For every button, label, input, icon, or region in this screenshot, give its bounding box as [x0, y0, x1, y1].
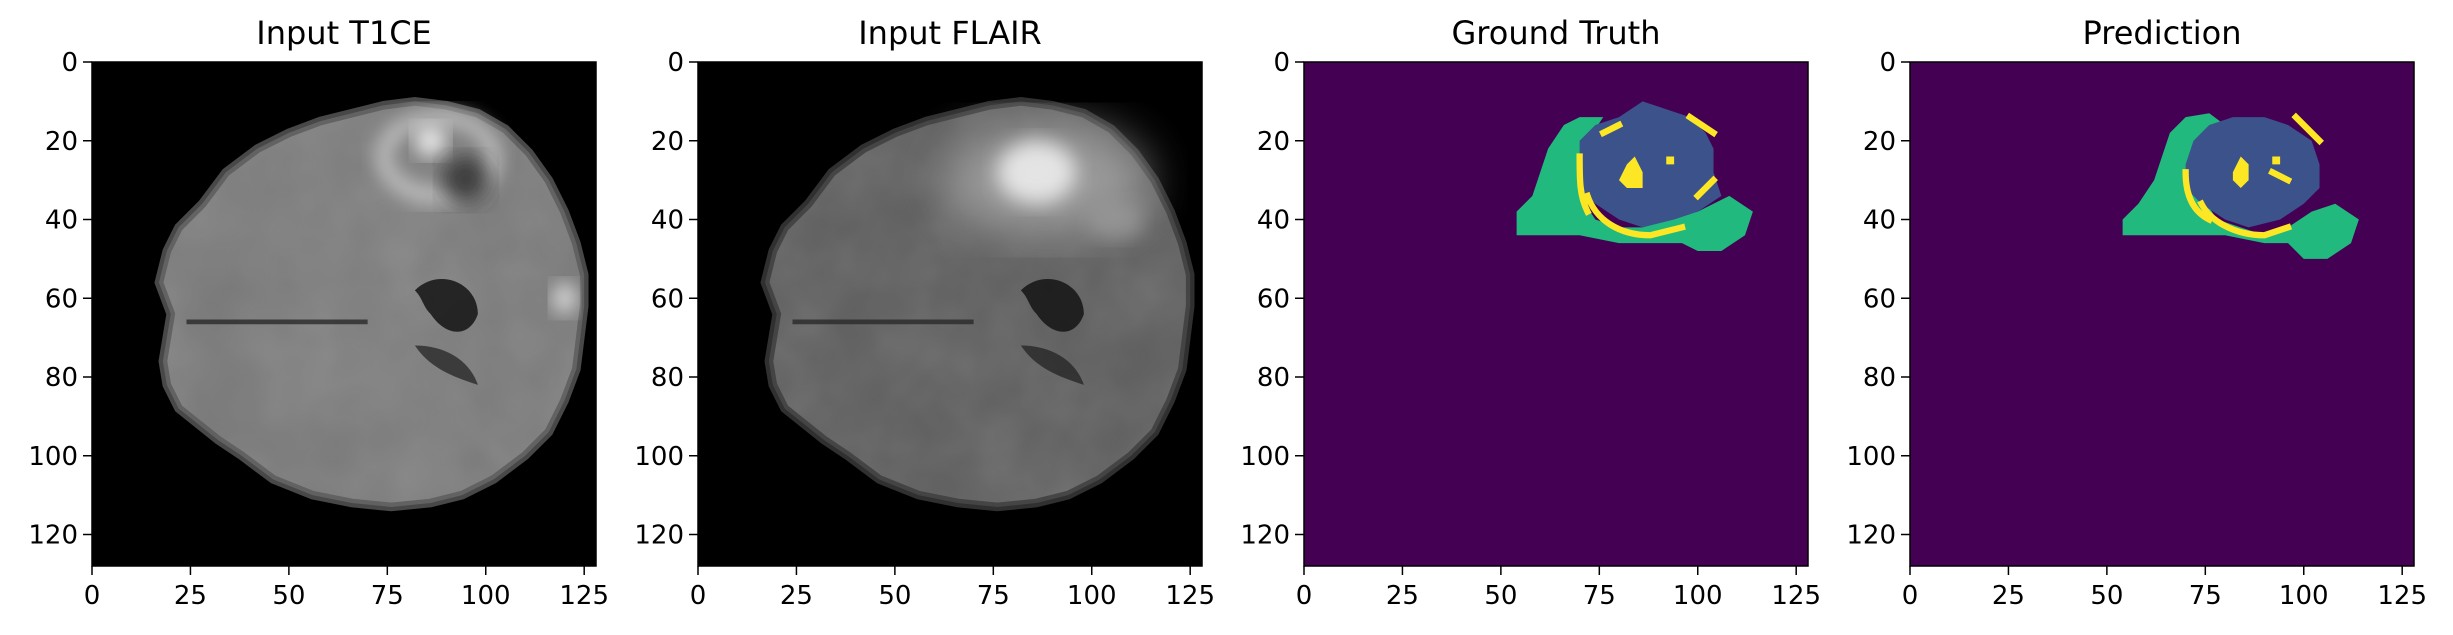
x-tick-label: 25 — [780, 581, 813, 611]
panel-t1ce: Input T1CE 0 25 50 75 100 125 0 20 40 60 80 100 120 — [28, 14, 609, 611]
y-tick-label: 0 — [61, 48, 78, 78]
y-tick-label: 20 — [45, 127, 78, 157]
enhancing-core — [1619, 156, 1643, 188]
enhancing-rim — [2182, 112, 2324, 239]
y-tick-label: 60 — [1863, 284, 1896, 314]
edema-lobe — [1087, 199, 1143, 240]
y-tick-label: 100 — [1240, 442, 1290, 472]
x-tick-label: 0 — [1902, 581, 1919, 611]
ventricle — [414, 279, 478, 332]
axes-frame — [1909, 61, 2415, 567]
x-tick-label: 125 — [1165, 581, 1215, 611]
panel-flair: Input FLAIR 0 25 50 75 100 125 0 20 40 60 80 100 120 — [634, 14, 1215, 611]
panel-title: Input T1CE — [256, 14, 432, 52]
panel-image — [1910, 62, 2414, 566]
axes-frame — [1303, 61, 1809, 567]
x-tick-label: 0 — [690, 581, 707, 611]
y-tick-label: 40 — [1863, 206, 1896, 236]
y-tick-label: 120 — [28, 521, 78, 551]
x-tick-label: 25 — [1386, 581, 1419, 611]
y-tick-label: 80 — [45, 363, 78, 393]
x-tick-label: 0 — [1296, 581, 1313, 611]
panel-title: Ground Truth — [1452, 14, 1661, 52]
y-tick-label: 0 — [667, 48, 684, 78]
panel-image — [1304, 62, 1808, 566]
edema-region — [2122, 113, 2359, 259]
x-tick-label: 50 — [2090, 581, 2123, 611]
x-tick-label: 125 — [2377, 581, 2427, 611]
y-tick-label: 120 — [634, 521, 684, 551]
y-tick-label: 80 — [1257, 363, 1290, 393]
y-tick-label: 100 — [634, 442, 684, 472]
y-tick-label: 0 — [1273, 48, 1290, 78]
enhancing-focus — [414, 125, 447, 157]
x-tick-label: 100 — [461, 581, 511, 611]
x-tick-label: 75 — [977, 581, 1010, 611]
lesion-bright — [997, 140, 1076, 204]
x-tick-label: 25 — [1992, 581, 2025, 611]
x-tick-label: 100 — [1673, 581, 1723, 611]
y-tick-label: 20 — [1257, 127, 1290, 157]
axes-frame — [91, 61, 597, 567]
enhancing-speck — [2272, 156, 2281, 165]
tumor-core-region — [1579, 101, 1722, 228]
panel-image — [698, 62, 1202, 566]
y-tick-label: 100 — [28, 442, 78, 472]
y-tick-label: 40 — [651, 206, 684, 236]
panel-title: Input FLAIR — [858, 14, 1042, 52]
enhancing-rim — [1576, 112, 1718, 239]
y-tick-label: 80 — [651, 363, 684, 393]
axes-frame — [697, 61, 1203, 567]
edema-region — [1516, 117, 1753, 251]
y-tick-label: 60 — [1257, 284, 1290, 314]
panel-title: Prediction — [2083, 14, 2242, 52]
y-tick-label: 120 — [1846, 521, 1896, 551]
x-tick-label: 75 — [1583, 581, 1616, 611]
y-tick-label: 120 — [1240, 521, 1290, 551]
x-tick-label: 50 — [878, 581, 911, 611]
x-tick-label: 75 — [371, 581, 404, 611]
panel-prediction: Prediction 0 25 50 75 100 125 0 20 40 60 80 100 120 — [1846, 14, 2427, 611]
y-tick-label: 60 — [651, 284, 684, 314]
panel-ground-truth: Ground Truth 0 25 50 75 100 125 0 20 40 60 80 100 120 — [1240, 14, 1821, 611]
y-tick-label: 40 — [45, 206, 78, 236]
necrotic-core — [442, 156, 490, 204]
y-tick-label: 20 — [651, 127, 684, 157]
y-tick-label: 80 — [1863, 363, 1896, 393]
y-tick-label: 100 — [1846, 442, 1896, 472]
enhancing-speck — [1666, 156, 1675, 165]
panel-image — [92, 62, 596, 566]
x-tick-label: 75 — [2189, 581, 2222, 611]
x-tick-label: 50 — [272, 581, 305, 611]
x-tick-label: 0 — [84, 581, 101, 611]
enhancing-core — [2232, 156, 2249, 188]
y-tick-label: 0 — [1879, 48, 1896, 78]
enhancing-ring — [377, 111, 500, 202]
bright-vessel — [552, 282, 577, 314]
ventricle — [1020, 279, 1084, 332]
x-tick-label: 50 — [1484, 581, 1517, 611]
x-tick-label: 100 — [1067, 581, 1117, 611]
y-tick-label: 20 — [1863, 127, 1896, 157]
tumor-core-region — [2185, 117, 2320, 228]
segmentation-background — [1910, 62, 2414, 566]
x-tick-label: 100 — [2279, 581, 2329, 611]
x-tick-label: 125 — [1771, 581, 1821, 611]
y-tick-label: 60 — [45, 284, 78, 314]
ventricle-lower — [1020, 345, 1084, 385]
ventricle-lower — [414, 345, 478, 385]
x-tick-label: 25 — [174, 581, 207, 611]
x-tick-label: 125 — [559, 581, 609, 611]
y-tick-label: 40 — [1257, 206, 1290, 236]
